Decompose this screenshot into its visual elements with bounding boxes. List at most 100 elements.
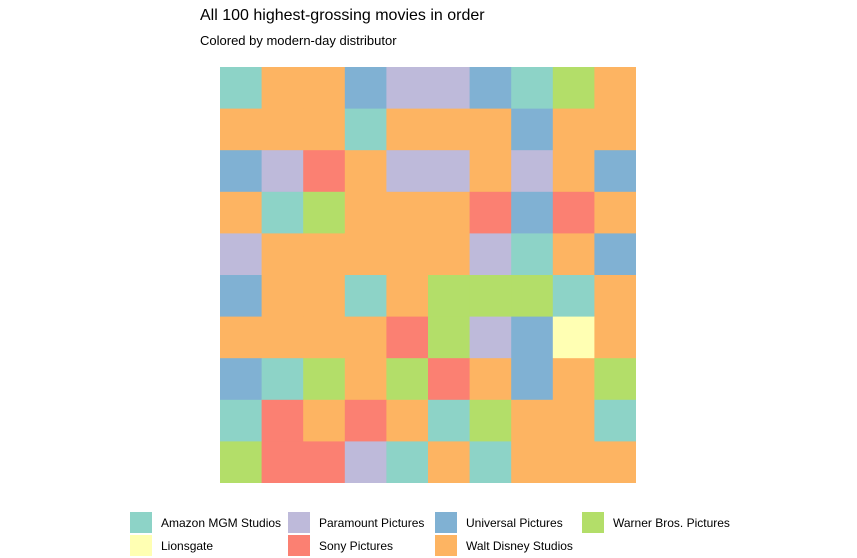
- waffle-cell-amazon: [386, 441, 429, 483]
- waffle-svg: [220, 67, 636, 483]
- waffle-cell-warner: [594, 358, 636, 401]
- legend-swatch-paramount: [288, 512, 310, 533]
- waffle-cell-disney: [386, 108, 429, 151]
- waffle-cell-disney: [344, 233, 387, 276]
- waffle-cell-disney: [220, 108, 263, 151]
- chart-title: All 100 highest-grossing movies in order: [200, 7, 485, 24]
- waffle-cell-disney: [469, 108, 512, 151]
- waffle-cell-disney: [552, 441, 595, 483]
- legend-label-paramount: Paramount Pictures: [319, 515, 425, 530]
- legend-item-paramount: Paramount Pictures: [288, 512, 424, 533]
- waffle-cell-disney: [261, 275, 304, 318]
- waffle-cell-disney: [552, 399, 595, 442]
- waffle-cell-amazon: [552, 275, 595, 318]
- waffle-cell-disney: [552, 150, 595, 193]
- waffle-cell-paramount: [469, 316, 512, 359]
- waffle-cell-warner: [469, 275, 512, 318]
- waffle-cell-disney: [594, 441, 636, 483]
- waffle-cell-disney: [303, 67, 346, 110]
- waffle-cell-sony: [469, 191, 512, 234]
- waffle-cell-universal: [511, 191, 554, 234]
- waffle-cell-sony: [303, 150, 346, 193]
- waffle-cell-sony: [303, 441, 346, 483]
- waffle-cell-disney: [261, 67, 304, 110]
- waffle-cell-universal: [220, 275, 263, 318]
- waffle-cell-disney: [428, 108, 471, 151]
- waffle-cell-disney: [511, 441, 554, 483]
- waffle-cell-disney: [552, 233, 595, 276]
- waffle-cell-warner: [386, 358, 429, 401]
- waffle-cell-warner: [303, 191, 346, 234]
- waffle-cell-disney: [594, 275, 636, 318]
- waffle-cell-disney: [220, 191, 263, 234]
- legend-label-amazon: Amazon MGM Studios: [161, 515, 282, 530]
- waffle-cell-disney: [220, 316, 263, 359]
- waffle-cell-disney: [344, 191, 387, 234]
- waffle-cell-disney: [386, 399, 429, 442]
- waffle-cell-universal: [511, 316, 554, 359]
- waffle-cell-warner: [303, 358, 346, 401]
- waffle-cell-disney: [303, 316, 346, 359]
- legend-swatch-disney: [435, 535, 457, 556]
- legend-item-lionsgate: Lionsgate: [130, 535, 213, 556]
- waffle-cell-disney: [428, 441, 471, 483]
- waffle-cell-amazon: [469, 441, 512, 483]
- waffle-cell-disney: [344, 150, 387, 193]
- waffle-cell-disney: [552, 358, 595, 401]
- waffle-cell-universal: [594, 150, 636, 193]
- waffle-cell-disney: [428, 233, 471, 276]
- waffle-cell-amazon: [261, 191, 304, 234]
- legend-item-warner: Warner Bros. Pictures: [582, 512, 730, 533]
- waffle-cell-lionsgate: [552, 316, 595, 359]
- waffle-cell-paramount: [344, 441, 387, 483]
- waffle-cell-amazon: [220, 67, 263, 110]
- waffle-cell-amazon: [344, 275, 387, 318]
- waffle-cell-amazon: [594, 399, 636, 442]
- waffle-cell-amazon: [511, 233, 554, 276]
- waffle-cell-paramount: [428, 67, 471, 110]
- legend-item-disney: Walt Disney Studios: [435, 535, 573, 556]
- waffle-cell-paramount: [511, 150, 554, 193]
- waffle-cell-sony: [428, 358, 471, 401]
- waffle-cell-amazon: [344, 108, 387, 151]
- legend-label-warner: Warner Bros. Pictures: [613, 515, 730, 530]
- legend-label-disney: Walt Disney Studios: [466, 538, 573, 553]
- waffle-cell-universal: [469, 67, 512, 110]
- waffle-cell-disney: [386, 275, 429, 318]
- waffle-cell-amazon: [428, 399, 471, 442]
- waffle-cell-disney: [469, 150, 512, 193]
- waffle-cell-universal: [594, 233, 636, 276]
- waffle-cell-warner: [220, 441, 263, 483]
- legend-swatch-amazon: [130, 512, 152, 533]
- waffle-cell-warner: [469, 399, 512, 442]
- waffle-cell-disney: [594, 316, 636, 359]
- waffle-grid: [220, 67, 636, 483]
- waffle-cell-disney: [344, 358, 387, 401]
- legend-item-amazon: Amazon MGM Studios: [130, 512, 281, 533]
- waffle-cell-disney: [261, 108, 304, 151]
- waffle-cell-disney: [344, 316, 387, 359]
- waffle-cell-disney: [594, 67, 636, 110]
- waffle-cell-disney: [303, 399, 346, 442]
- waffle-cell-paramount: [261, 150, 304, 193]
- waffle-cell-disney: [428, 191, 471, 234]
- chart-subtitle: Colored by modern-day distributor: [200, 33, 397, 48]
- waffle-cell-disney: [386, 233, 429, 276]
- waffle-cell-disney: [261, 316, 304, 359]
- waffle-cell-disney: [469, 358, 512, 401]
- legend-item-universal: Universal Pictures: [435, 512, 563, 533]
- legend-label-sony: Sony Pictures: [319, 538, 394, 553]
- legend: Amazon MGM Studios Paramount Pictures Univ…: [130, 512, 830, 556]
- legend-swatch-universal: [435, 512, 457, 533]
- waffle-cell-paramount: [386, 67, 429, 110]
- legend-label-universal: Universal Pictures: [466, 515, 563, 530]
- legend-label-lionsgate: Lionsgate: [161, 538, 214, 553]
- waffle-cell-disney: [511, 399, 554, 442]
- waffle-cell-disney: [303, 233, 346, 276]
- waffle-cell-warner: [428, 275, 471, 318]
- waffle-cell-sony: [261, 441, 304, 483]
- legend-swatch-sony: [288, 535, 310, 556]
- waffle-cell-disney: [386, 191, 429, 234]
- legend-swatch-lionsgate: [130, 535, 152, 556]
- waffle-cell-sony: [552, 191, 595, 234]
